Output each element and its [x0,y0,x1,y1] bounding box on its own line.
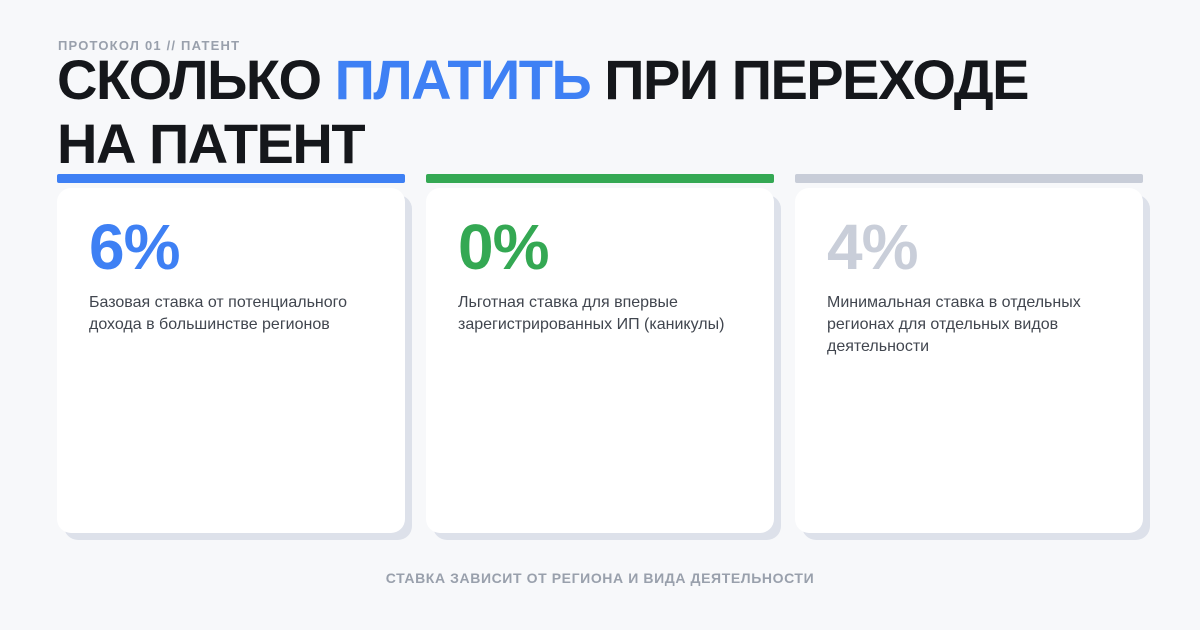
card-accent-bar [426,174,774,183]
stat-card-base-rate: 6% Базовая ставка от потенциального дохо… [57,174,405,533]
card-body: 4% Минимальная ставка в отдельных регион… [795,188,1143,533]
rate-value: 6% [89,211,181,283]
rate-description: Базовая ставка от потенциального дохода … [89,294,348,333]
rate-description: Льготная ставка для впервые зарегистриро… [458,294,725,333]
card-body: 6% Базовая ставка от потенциального дохо… [57,188,405,533]
card-accent-bar [795,174,1143,183]
stat-card-min-rate: 4% Минимальная ставка в отдельных регион… [795,174,1143,533]
title-highlight: ПЛАТИТЬ [334,48,592,111]
rate-value: 0% [458,211,550,283]
page-title: СКОЛЬКО ПЛАТИТЬ ПРИ ПЕРЕХОДЕ НА ПАТЕНТ [57,48,1160,176]
rate-description: Минимальная ставка в отдельных регионах … [827,294,1081,355]
kicker-label: ПРОТОКОЛ 01 // ПАТЕНТ [58,38,241,53]
title-post: ПРИ ПЕРЕХОДЕ НА ПАТЕНТ [57,48,1029,175]
stat-card-zero-rate: 0% Льготная ставка для впервые зарегистр… [426,174,774,533]
card-body: 0% Льготная ставка для впервые зарегистр… [426,188,774,533]
title-pre: СКОЛЬКО [57,48,335,111]
footer-note: СТАВКА ЗАВИСИТ ОТ РЕГИОНА И ВИДА ДЕЯТЕЛЬ… [385,570,815,586]
stat-cards-row: 6% Базовая ставка от потенциального дохо… [57,174,1143,533]
rate-value: 4% [827,211,919,283]
card-accent-bar [57,174,405,183]
